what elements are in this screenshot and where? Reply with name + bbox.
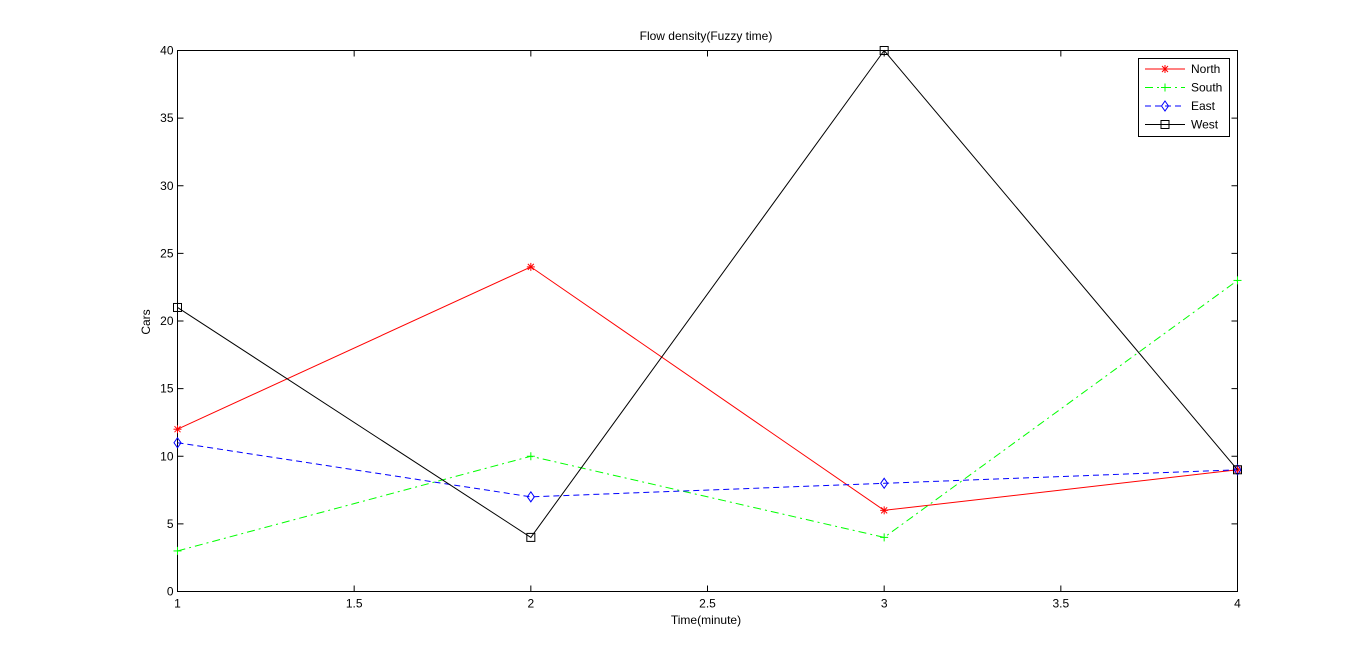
y-tick-label: 30 bbox=[160, 179, 174, 193]
data-point-north bbox=[880, 506, 889, 515]
legend-marker-south bbox=[1161, 83, 1169, 92]
data-point-south bbox=[1233, 276, 1242, 285]
series-line-south bbox=[177, 280, 1238, 552]
y-tick-label: 20 bbox=[160, 314, 174, 328]
y-tick-label: 0 bbox=[167, 585, 174, 599]
x-tick-label: 1.5 bbox=[346, 597, 363, 611]
y-tick-label: 25 bbox=[160, 246, 174, 260]
y-axis-label: Cars bbox=[139, 309, 153, 334]
series-line-east bbox=[177, 442, 1238, 498]
data-point-south bbox=[880, 533, 889, 542]
data-point-south bbox=[526, 452, 535, 461]
data-point-east bbox=[1233, 463, 1242, 476]
data-point-east bbox=[526, 490, 535, 503]
data-point-west bbox=[1233, 465, 1242, 475]
legend-box bbox=[1138, 58, 1230, 137]
legend-marker-west bbox=[1160, 120, 1170, 129]
x-tick-label: 1 bbox=[174, 597, 181, 611]
y-tick-label: 5 bbox=[167, 517, 174, 531]
x-tick-label: 3.5 bbox=[1052, 597, 1069, 611]
legend-label-west: West bbox=[1191, 118, 1219, 132]
x-tick-label: 2.5 bbox=[699, 597, 716, 611]
y-tick-label: 40 bbox=[160, 44, 174, 58]
legend-marker-east bbox=[1160, 100, 1170, 112]
data-point-south bbox=[173, 546, 182, 555]
series-line-west bbox=[177, 49, 1238, 539]
y-tick-label: 15 bbox=[160, 382, 174, 396]
data-point-north bbox=[173, 425, 182, 434]
x-tick-label: 4 bbox=[1234, 597, 1241, 611]
data-point-east bbox=[880, 477, 889, 490]
x-axis-label: Time(minute) bbox=[671, 613, 741, 627]
x-tick-label: 2 bbox=[527, 597, 534, 611]
legend-label-north: North bbox=[1191, 62, 1220, 76]
data-point-west bbox=[879, 46, 889, 55]
legend-label-east: East bbox=[1191, 99, 1216, 113]
y-tick-label: 35 bbox=[160, 111, 174, 125]
y-tick-label: 10 bbox=[160, 449, 174, 463]
data-point-west bbox=[173, 302, 182, 312]
chart-title: Flow density(Fuzzy time) bbox=[640, 29, 773, 43]
data-point-west bbox=[526, 532, 536, 542]
series-line-north bbox=[177, 266, 1238, 511]
data-point-north bbox=[526, 262, 535, 271]
legend: North South East West bbox=[1138, 58, 1230, 137]
plot-area bbox=[177, 50, 1238, 592]
series-layer bbox=[173, 46, 1242, 555]
legend-label-south: South bbox=[1191, 81, 1222, 95]
legend-marker-north bbox=[1161, 65, 1169, 73]
x-tick-label: 3 bbox=[881, 597, 888, 611]
data-point-east bbox=[173, 436, 182, 449]
